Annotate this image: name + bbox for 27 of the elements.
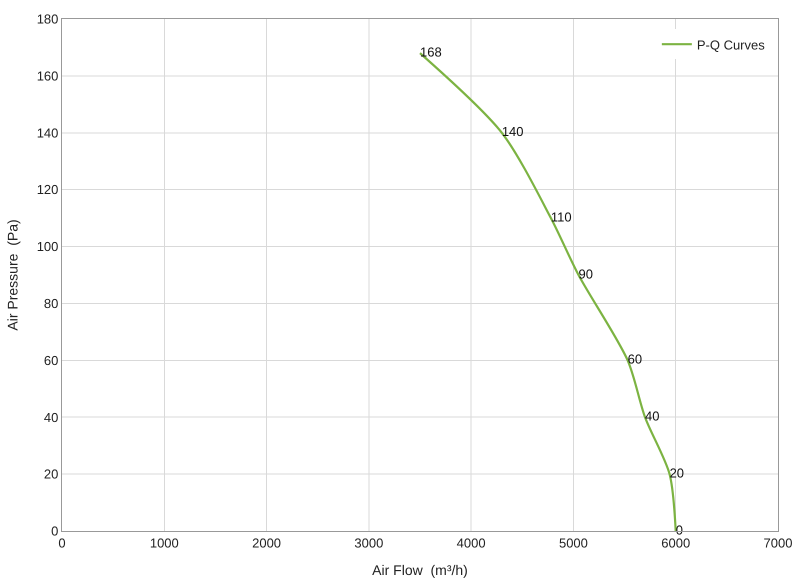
data-label: 60 [628, 352, 642, 367]
x-tick-label: 1000 [150, 536, 179, 551]
data-label: 90 [578, 266, 594, 282]
x-tick-label: 3000 [354, 536, 384, 551]
y-axis-title: Air Pressure (Pa) [4, 219, 20, 331]
x-tick-label: 7000 [764, 536, 792, 551]
y-tick-label: 20 [44, 466, 58, 482]
y-tick-label: 180 [36, 12, 58, 27]
y-tick-label: 40 [44, 410, 58, 425]
y-tick-label: 60 [44, 352, 58, 368]
data-label: 140 [502, 124, 524, 140]
x-axis-title: Air Flow (m³/h) [372, 562, 468, 578]
data-label: 40 [645, 408, 660, 424]
y-tick-label: 140 [36, 125, 58, 140]
x-tick-label: 6000 [661, 536, 690, 551]
data-label: 110 [550, 209, 572, 224]
y-tick-label: 80 [44, 296, 58, 311]
data-label: 20 [670, 465, 684, 480]
x-tick-label: 2000 [252, 536, 282, 551]
y-tick-label: 100 [36, 239, 58, 254]
x-tick-label: 5000 [558, 536, 588, 551]
y-tick-label: 160 [36, 68, 58, 84]
x-tick-label: 4000 [456, 536, 486, 551]
legend-label: P-Q Curves [696, 37, 766, 52]
data-label: 168 [420, 44, 442, 60]
y-tick-label: 0 [51, 524, 58, 539]
y-tick-label: 120 [36, 182, 58, 198]
